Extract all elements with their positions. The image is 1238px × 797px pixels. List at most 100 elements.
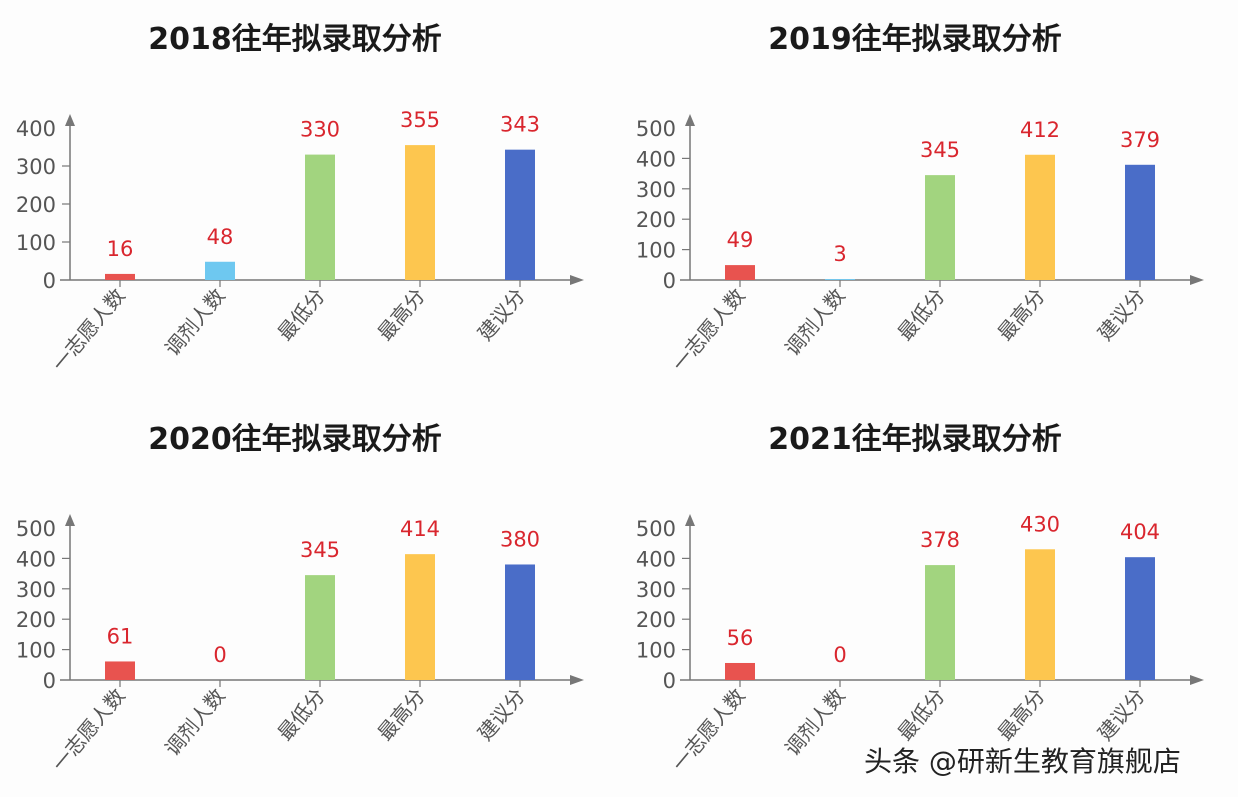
bar-value-label: 355: [400, 108, 440, 132]
bar-value-label: 61: [107, 624, 134, 648]
y-tick-label: 200: [16, 608, 56, 632]
bar: [105, 273, 135, 280]
bar: [505, 149, 535, 280]
bar-value-label: 380: [500, 527, 540, 551]
x-tick-label: 调剂人数: [160, 284, 230, 361]
bar-value-label: 0: [833, 643, 846, 667]
bar-value-label: 379: [1120, 128, 1160, 152]
bar: [925, 175, 955, 280]
bar-value-label: 0: [213, 643, 226, 667]
bar: [725, 265, 755, 280]
y-tick-label: 0: [663, 269, 676, 293]
y-tick-label: 500: [636, 117, 676, 141]
x-tick-label: 调剂人数: [160, 684, 230, 761]
x-axis-arrow-icon: [570, 675, 584, 685]
bar: [825, 279, 855, 280]
bar-value-label: 330: [300, 118, 340, 142]
chart-title: 2021往年拟录取分析: [768, 422, 1062, 457]
y-tick-label: 0: [43, 269, 56, 293]
y-tick-label: 200: [16, 193, 56, 217]
y-tick-label: 100: [636, 239, 676, 263]
bar: [305, 575, 335, 680]
y-tick-label: 400: [636, 147, 676, 171]
chart-2020: 2020往年拟录取分析 0 100 200 300 400 500 61 一志愿人数 0 调剂人数…: [0, 400, 619, 797]
x-tick-label: 建议分: [473, 684, 530, 745]
x-tick-label: 调剂人数: [780, 284, 850, 361]
x-tick-label: 最低分: [273, 684, 330, 745]
bar: [725, 662, 755, 680]
y-tick-label: 300: [16, 155, 56, 179]
y-tick-label: 400: [16, 117, 56, 141]
y-tick-label: 400: [636, 547, 676, 571]
y-axis-arrow-icon: [65, 514, 75, 526]
chart-title: 2019往年拟录取分析: [768, 22, 1062, 57]
bar-value-label: 345: [920, 138, 960, 162]
x-tick-label: 一志愿人数: [667, 284, 750, 376]
y-tick-label: 300: [16, 578, 56, 602]
y-tick-label: 0: [43, 669, 56, 693]
bar-value-label: 345: [300, 538, 340, 562]
bar: [1125, 557, 1155, 680]
y-tick-label: 400: [16, 547, 56, 571]
bar-chart: 0 100 200 300 400 500 49 一志愿人数 3 调剂人数 345 最低分 412 最高分…: [636, 114, 1204, 376]
y-tick-label: 100: [16, 639, 56, 663]
bar: [925, 565, 955, 680]
bar: [205, 261, 235, 280]
bar-chart: 010020030040050061一志愿人数0调剂人数345最低分414最高分…: [16, 514, 584, 776]
bar: [1025, 549, 1055, 680]
chart-title: 2018往年拟录取分析: [148, 22, 442, 57]
chart-2021: 2021往年拟录取分析 0 100 200 300 400 500 56 一志愿人数 0 调剂人数…: [620, 400, 1238, 797]
y-tick-label: 500: [16, 517, 56, 541]
bar-value-label: 404: [1120, 520, 1160, 544]
bar-value-label: 378: [920, 528, 960, 552]
bar-chart: 010020030040050056一志愿人数0调剂人数378最低分430最高分…: [636, 512, 1204, 776]
y-tick-label: 300: [636, 178, 676, 202]
bar-value-label: 343: [500, 113, 540, 137]
x-tick-label: 建议分: [473, 284, 530, 345]
x-tick-label: 最高分: [373, 284, 430, 345]
y-tick-label: 500: [636, 517, 676, 541]
watermark: 头条 @研新生教育旗舰店: [864, 745, 1181, 778]
bar-value-label: 430: [1020, 512, 1060, 536]
bar-value-label: 48: [207, 225, 234, 249]
chart-2019: 2019往年拟录取分析 0 100 200 300 400 500 49 一志愿人数 3 调剂人数…: [620, 0, 1238, 397]
bar-value-label: 414: [400, 517, 440, 541]
x-tick-label: 最低分: [893, 684, 950, 745]
x-tick-label: 建议分: [1093, 284, 1150, 345]
x-tick-label: 一志愿人数: [667, 684, 750, 776]
x-tick-label: 最高分: [993, 684, 1050, 745]
x-tick-label: 建议分: [1093, 684, 1150, 745]
bar-value-label: 3: [833, 242, 846, 266]
x-tick-label: 调剂人数: [780, 684, 850, 761]
bar-chart: 0 100 200 300 400 16 一志愿人数 48 调剂人数 330 最低分 355 最高分 34…: [16, 108, 584, 376]
x-tick-label: 最低分: [893, 284, 950, 345]
x-tick-label: 最高分: [993, 284, 1050, 345]
x-axis-arrow-icon: [570, 275, 584, 285]
bar-value-label: 412: [1020, 118, 1060, 142]
y-tick-label: 0: [663, 669, 676, 693]
x-axis-arrow-icon: [1190, 675, 1204, 685]
x-tick-label: 一志愿人数: [47, 684, 130, 776]
bar: [405, 145, 435, 280]
x-tick-label: 一志愿人数: [47, 284, 130, 376]
bar: [1025, 154, 1055, 280]
y-tick-label: 100: [636, 639, 676, 663]
x-tick-label: 最低分: [273, 284, 330, 345]
bar: [305, 154, 335, 280]
bar-value-label: 16: [107, 237, 134, 261]
bar-value-label: 56: [727, 626, 754, 650]
y-axis-arrow-icon: [685, 114, 695, 126]
bar: [105, 661, 135, 680]
bar: [1125, 164, 1155, 280]
x-tick-label: 最高分: [373, 684, 430, 745]
y-tick-label: 300: [636, 578, 676, 602]
y-axis-arrow-icon: [685, 514, 695, 526]
y-tick-label: 100: [16, 231, 56, 255]
x-axis-arrow-icon: [1190, 275, 1204, 285]
y-tick-label: 200: [636, 208, 676, 232]
y-axis-arrow-icon: [65, 114, 75, 126]
chart-title: 2020往年拟录取分析: [148, 422, 442, 457]
bar: [405, 554, 435, 680]
bar-value-label: 49: [727, 228, 754, 252]
y-tick-label: 200: [636, 608, 676, 632]
